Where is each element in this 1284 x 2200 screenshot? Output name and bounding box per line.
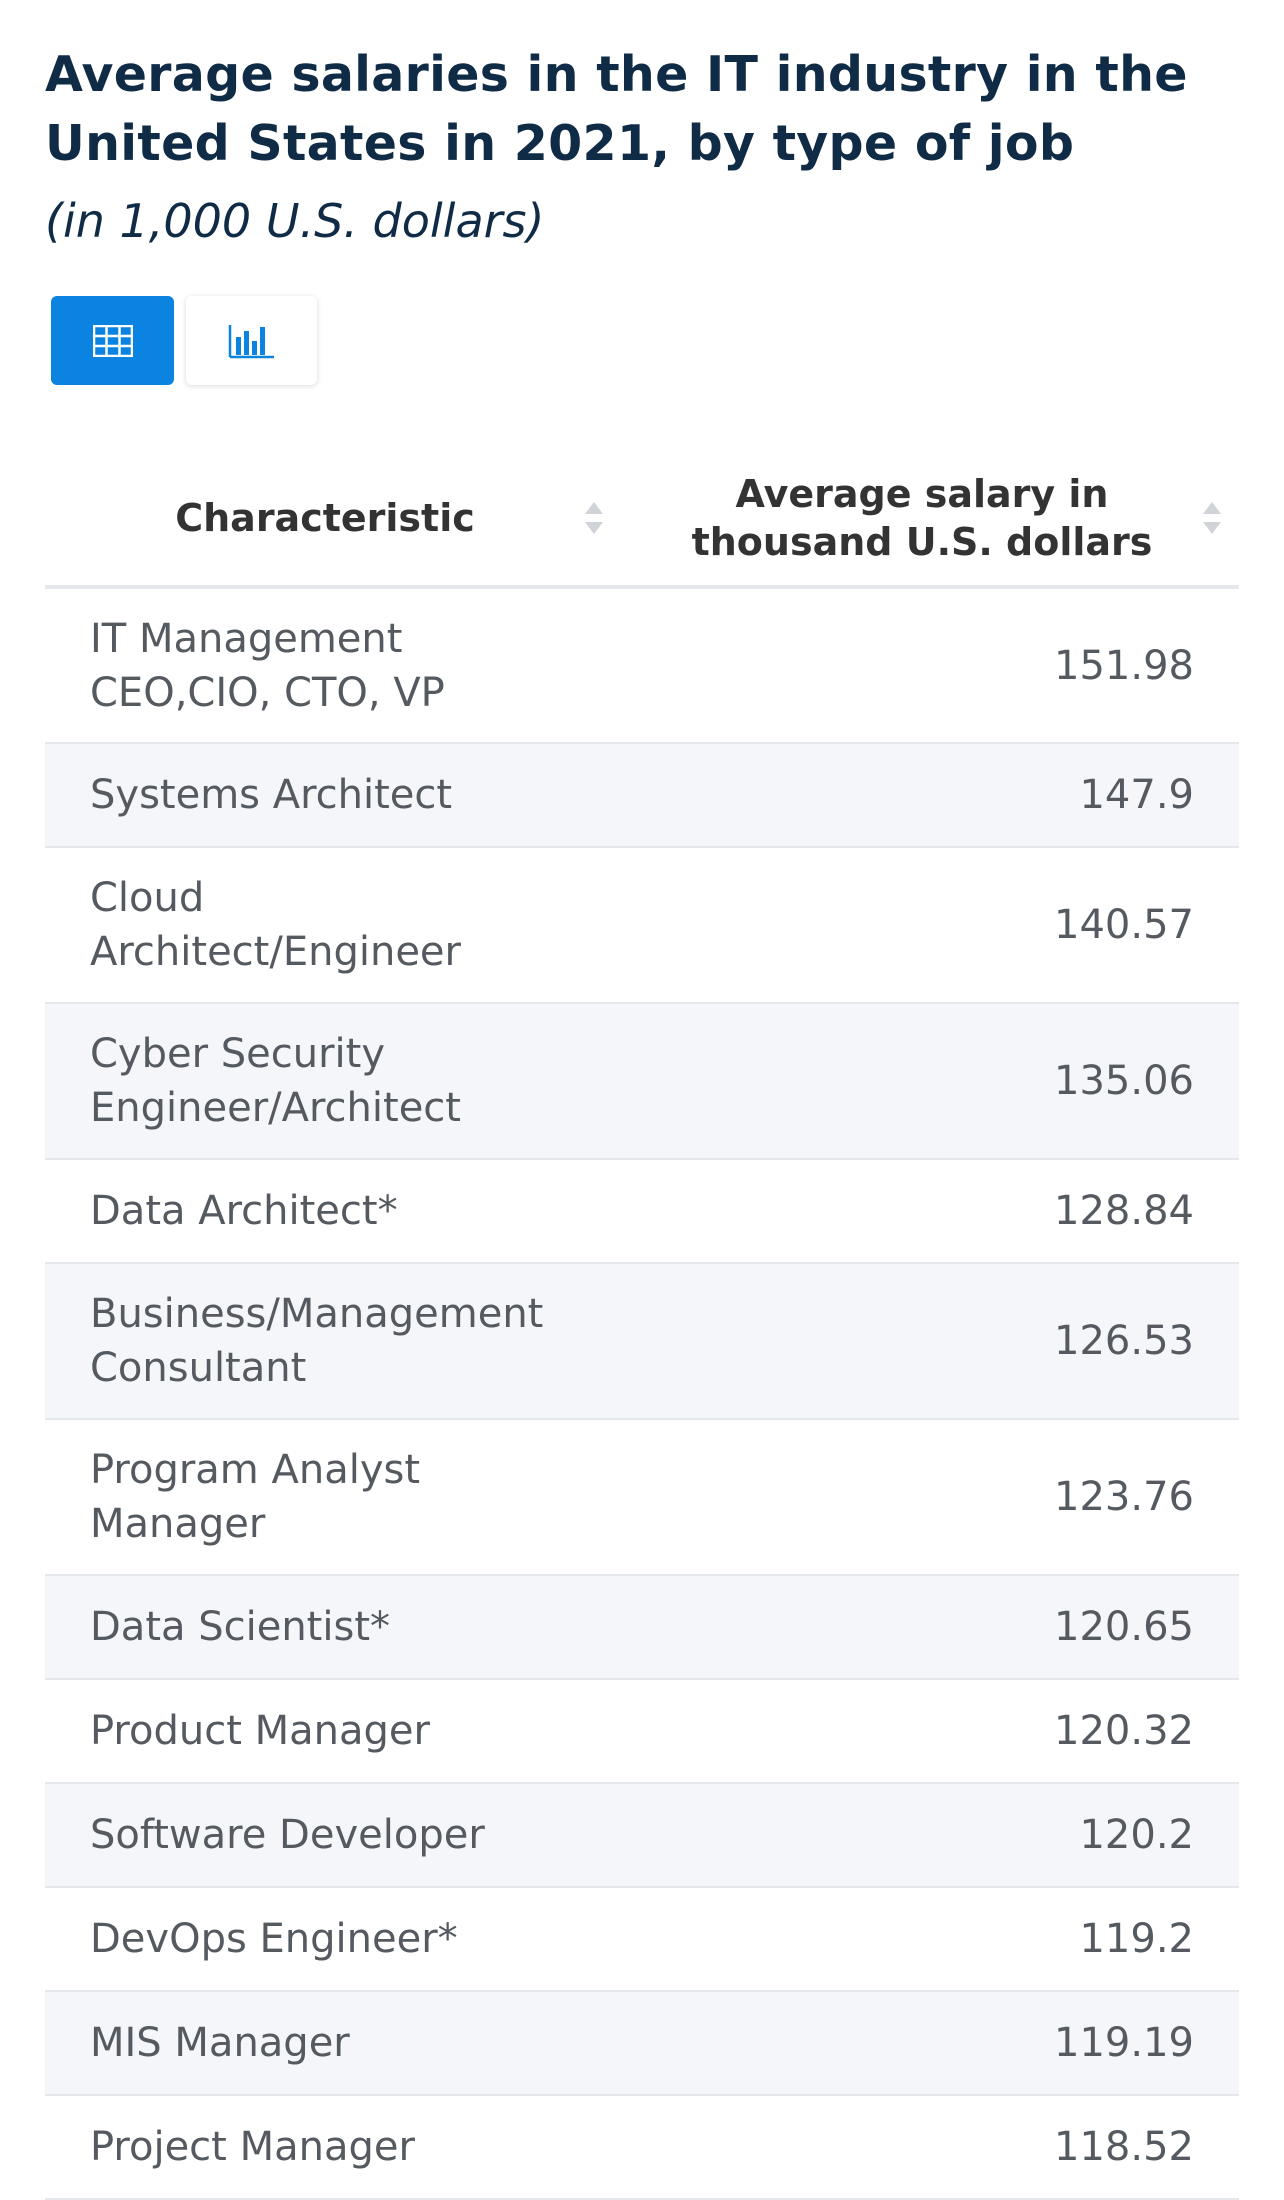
table-header-row: Characteristic Average salary in thousan… bbox=[45, 450, 1239, 589]
page-subtitle: (in 1,000 U.S. dollars) bbox=[45, 194, 545, 248]
bar-chart-icon bbox=[228, 324, 274, 358]
data-table-container: Characteristic Average salary in thousan… bbox=[45, 450, 1239, 2200]
table-row: MIS Manager 119.19 bbox=[45, 1991, 1239, 2096]
row-characteristic: Cloud Architect/Engineer bbox=[45, 847, 605, 1004]
table-row: Data Scientist* 120.65 bbox=[45, 1575, 1239, 1680]
table-icon bbox=[92, 324, 133, 357]
table-row: Cyber Security Engineer/Architect 135.06 bbox=[45, 1003, 1239, 1160]
row-value: 147.9 bbox=[605, 743, 1239, 848]
table-row: Cloud Architect/Engineer 140.57 bbox=[45, 847, 1239, 1004]
row-characteristic: Data Architect* bbox=[45, 1159, 605, 1264]
row-characteristic: Software Developer bbox=[45, 1783, 605, 1888]
chart-view-button[interactable] bbox=[186, 296, 317, 385]
sort-icon bbox=[585, 501, 603, 534]
table-row: Systems Architect 147.9 bbox=[45, 743, 1239, 848]
row-value: 120.65 bbox=[605, 1575, 1239, 1680]
row-value: 135.06 bbox=[605, 1003, 1239, 1160]
row-value: 151.98 bbox=[605, 587, 1239, 744]
row-characteristic: Program Analyst Manager bbox=[45, 1419, 605, 1576]
table-row: Product Manager 120.32 bbox=[45, 1679, 1239, 1784]
column-header-label: Average salary in thousand U.S. dollars bbox=[691, 471, 1153, 564]
table-row: Data Architect* 128.84 bbox=[45, 1159, 1239, 1264]
row-value: 128.84 bbox=[605, 1159, 1239, 1264]
row-characteristic: Data Scientist* bbox=[45, 1575, 605, 1680]
data-table: Characteristic Average salary in thousan… bbox=[45, 450, 1239, 2200]
row-value: 123.76 bbox=[605, 1419, 1239, 1576]
table-row: DevOps Engineer* 119.2 bbox=[45, 1887, 1239, 1992]
row-characteristic: MIS Manager bbox=[45, 1991, 605, 2096]
row-characteristic: Systems Architect bbox=[45, 743, 605, 848]
row-value: 119.2 bbox=[605, 1887, 1239, 1992]
table-view-button[interactable] bbox=[51, 296, 174, 385]
column-header-salary[interactable]: Average salary in thousand U.S. dollars bbox=[605, 450, 1239, 589]
column-header-label: Characteristic bbox=[175, 495, 475, 540]
row-value: 118.52 bbox=[605, 2095, 1239, 2200]
table-row: IT Management CEO,CIO, CTO, VP 151.98 bbox=[45, 587, 1239, 744]
table-row: Business/Management Consultant 126.53 bbox=[45, 1263, 1239, 1420]
row-characteristic: Cyber Security Engineer/Architect bbox=[45, 1003, 605, 1160]
statistic-card: Average salaries in the IT industry in t… bbox=[45, 0, 1239, 2200]
row-value: 119.19 bbox=[605, 1991, 1239, 2096]
sort-icon bbox=[1203, 501, 1221, 534]
row-value: 120.2 bbox=[605, 1783, 1239, 1888]
view-toggle-group bbox=[51, 296, 317, 385]
row-value: 120.32 bbox=[605, 1679, 1239, 1784]
page-title: Average salaries in the IT industry in t… bbox=[45, 46, 1188, 172]
table-row: Program Analyst Manager 123.76 bbox=[45, 1419, 1239, 1576]
row-characteristic: DevOps Engineer* bbox=[45, 1887, 605, 1992]
table-row: Project Manager 118.52 bbox=[45, 2095, 1239, 2200]
table-body: IT Management CEO,CIO, CTO, VP 151.98 Syst… bbox=[45, 587, 1239, 2200]
row-value: 126.53 bbox=[605, 1263, 1239, 1420]
column-header-characteristic[interactable]: Characteristic bbox=[45, 450, 605, 589]
row-characteristic: IT Management CEO,CIO, CTO, VP bbox=[45, 587, 605, 744]
table-row: Software Developer 120.2 bbox=[45, 1783, 1239, 1888]
row-characteristic: Product Manager bbox=[45, 1679, 605, 1784]
row-characteristic: Project Manager bbox=[45, 2095, 605, 2200]
row-value: 140.57 bbox=[605, 847, 1239, 1004]
row-characteristic: Business/Management Consultant bbox=[45, 1263, 605, 1420]
